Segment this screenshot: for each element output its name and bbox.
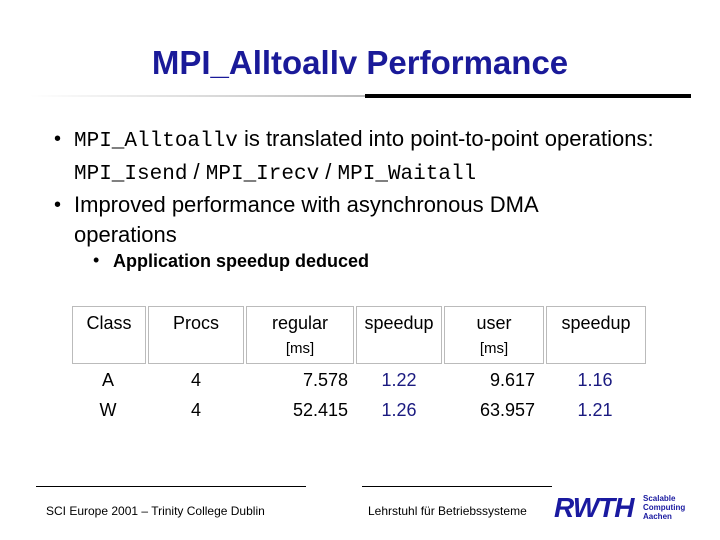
text: / — [187, 159, 206, 184]
footer-right: Lehrstuhl für Betriebssysteme — [368, 504, 527, 518]
header-cell: Class — [72, 306, 146, 364]
header-text: regular — [271, 313, 329, 333]
header-cell: speedup — [356, 306, 442, 364]
text: is translated into point-to-point operat… — [237, 126, 654, 151]
table-cell: 7.578 — [302, 370, 348, 390]
header-text: speedup — [364, 313, 434, 333]
table-cell: 63.957 — [479, 400, 535, 420]
header-cell: Procs — [148, 306, 244, 364]
header-text: [ms] — [479, 340, 509, 357]
table-cell: 52.415 — [292, 400, 348, 420]
table-cell: 1.22 — [381, 370, 417, 390]
code: MPI_Alltoallv — [74, 130, 238, 153]
table-cell: 1.26 — [381, 400, 417, 420]
table-cell: 1.16 — [577, 370, 613, 390]
header-text: Class — [86, 313, 132, 333]
title-rule — [365, 94, 691, 98]
bullet-dot: • — [54, 194, 62, 216]
table-cell: 9.617 — [489, 370, 535, 390]
footer-left: SCI Europe 2001 – Trinity College Dublin — [46, 504, 265, 518]
bullet: Improved performance with asynchronous D… — [74, 192, 538, 247]
code: MPI_Isend — [74, 163, 188, 186]
sub-bullet: Application speedup deduced — [113, 251, 370, 271]
title-rule-fade — [30, 95, 365, 97]
bullet: MPI_Alltoallv is translated into point-t… — [74, 124, 694, 190]
header-cell: speedup — [546, 306, 646, 364]
footer-rule — [362, 486, 552, 487]
header-text: [ms] — [285, 340, 315, 357]
bullet-dot: • — [93, 250, 100, 270]
logo-line: Computing — [643, 503, 686, 512]
logo: RWTH — [554, 492, 634, 523]
table-cell: A — [101, 370, 114, 390]
logo-line: Aachen — [643, 512, 672, 521]
title: MPI_Alltoallv Performance — [151, 44, 569, 81]
logo-text: Scalable Computing Aachen — [643, 494, 685, 521]
table-cell: 4 — [190, 370, 201, 390]
table-cell: 1.21 — [577, 400, 613, 420]
bullet-dot: • — [54, 128, 62, 150]
header-text: Procs — [172, 313, 219, 333]
table-cell: 4 — [190, 400, 201, 420]
header-text: speedup — [561, 313, 631, 333]
header-cell: regular [ms] — [246, 306, 354, 364]
header-text: user — [476, 313, 512, 333]
footer-rule — [36, 486, 306, 487]
text: / — [319, 159, 338, 184]
table-cell: W — [99, 400, 117, 420]
code: MPI_Irecv — [205, 163, 320, 186]
logo-line: Scalable — [643, 494, 676, 503]
code: MPI_Waitall — [337, 163, 477, 186]
header-cell: user [ms] — [444, 306, 544, 364]
